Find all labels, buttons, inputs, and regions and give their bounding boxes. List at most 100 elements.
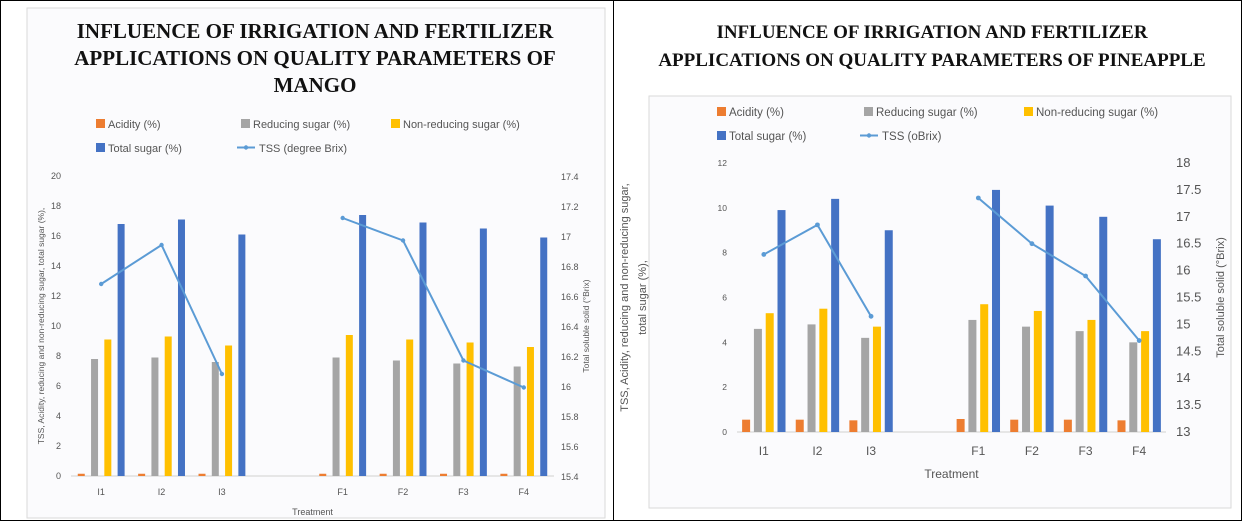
x-tick-label: I2 (812, 444, 822, 458)
tss-point (1136, 338, 1142, 343)
tss-point (400, 238, 406, 243)
mango-chart: INFLUENCE OF IRRIGATION AND FERTILIZER AP… (26, 7, 606, 519)
legend-swatch (1024, 107, 1033, 116)
tss-point (868, 313, 874, 319)
tss-point (340, 215, 345, 221)
y-tick-label: 4 (722, 337, 727, 347)
tss-line (342, 217, 525, 389)
chart-title-line: MANGO (274, 73, 357, 97)
y2-tick-label: 15.6 (561, 442, 579, 452)
legend-label: Non-reducing sugar (%) (1036, 107, 1158, 119)
y2-tick-label: 14 (1176, 370, 1190, 385)
y2-tick-label: 16.5 (1176, 236, 1201, 251)
bar-total-sugar (1099, 216, 1108, 432)
bar-reducing-sugar (1129, 342, 1138, 432)
bar-reducing-sugar (151, 357, 159, 476)
x-tick-label: F2 (1025, 444, 1039, 458)
bar-acidity (956, 418, 965, 432)
bar-total-sugar (238, 234, 246, 476)
y-tick-label: 12 (51, 291, 61, 301)
bar-acidity (849, 420, 858, 432)
legend-marker (243, 145, 249, 150)
bar-non-reducing-sugar (872, 326, 881, 432)
bar-reducing-sugar (91, 359, 99, 476)
y-tick-label: 8 (56, 351, 61, 361)
bar-total-sugar (117, 224, 125, 476)
chart-title-line: APPLICATIONS ON QUALITY PARAMETERS OF (74, 46, 555, 70)
legend-swatch (241, 119, 250, 128)
bar-non-reducing-sugar (1087, 319, 1096, 432)
y2-tick-label: 15 (1176, 316, 1190, 331)
y2-tick-label: 16.8 (561, 262, 579, 272)
x-tick-label: F2 (398, 487, 409, 497)
bar-non-reducing-sugar (164, 336, 172, 476)
y-tick-label: 16 (51, 231, 61, 241)
bar-non-reducing-sugar (466, 342, 474, 476)
bar-total-sugar (479, 228, 487, 476)
x-axis-label: Treatment (924, 467, 979, 481)
tss-point (1029, 241, 1035, 247)
tss-point (975, 195, 981, 201)
tss-point (815, 222, 820, 228)
bar-total-sugar (177, 219, 185, 476)
legend-swatch (864, 107, 873, 116)
bar-reducing-sugar (1022, 326, 1031, 432)
bar-acidity (379, 473, 387, 476)
x-tick-label: I1 (97, 487, 105, 497)
bar-acidity (198, 473, 206, 476)
bar-non-reducing-sugar (406, 339, 414, 476)
y2-tick-label: 13 (1176, 424, 1190, 439)
tss-point (521, 385, 527, 390)
y-tick-label: 4 (56, 411, 61, 421)
legend-swatch (96, 119, 105, 128)
x-tick-label: I3 (218, 487, 226, 497)
bar-reducing-sugar (968, 319, 977, 432)
y2-tick-label: 15.8 (561, 412, 579, 422)
bar-acidity (319, 473, 327, 476)
chart-title-line: APPLICATIONS ON QUALITY PARAMETERS OF PI… (658, 50, 1205, 71)
bar-reducing-sugar (332, 357, 340, 476)
x-tick-label: I2 (158, 487, 166, 497)
y2-tick-label: 16.6 (561, 292, 579, 302)
bar-acidity (742, 419, 751, 432)
y-tick-label: 18 (51, 201, 61, 211)
y-tick-label: 8 (722, 248, 727, 258)
legend-label: Total sugar (%) (729, 131, 807, 143)
x-axis-label: Treatment (292, 507, 333, 517)
bar-non-reducing-sugar (345, 335, 353, 476)
y2-tick-label: 15.5 (1176, 290, 1201, 305)
bar-acidity (795, 419, 804, 432)
y-tick-label: 2 (56, 441, 61, 451)
bar-acidity (138, 473, 146, 476)
bar-non-reducing-sugar (526, 347, 534, 476)
y-tick-label: 14 (51, 261, 61, 271)
y2-tick-label: 17.4 (561, 172, 579, 182)
tss-point (761, 252, 767, 257)
legend-label: TSS (degree Brix) (259, 143, 347, 155)
chart-area (648, 95, 1232, 509)
y-axis-label: total sugar (%), (637, 260, 649, 335)
legend-swatch (717, 131, 726, 140)
bar-total-sugar (540, 237, 548, 476)
bar-non-reducing-sugar (980, 304, 989, 432)
tss-line (977, 197, 1140, 342)
y2-tick-label: 15.4 (561, 472, 579, 482)
chart-title-line: INFLUENCE OF IRRIGATION AND FERTILIZER (716, 22, 1147, 43)
bar-total-sugar (992, 189, 1001, 432)
y2-tick-label: 16 (1176, 263, 1190, 278)
y2-tick-label: 14.5 (1176, 343, 1201, 358)
tss-point (461, 358, 466, 363)
y-tick-label: 0 (722, 427, 727, 437)
bar-total-sugar (419, 222, 427, 476)
y2-axis-label: Total soluble solid (°Brix) (581, 279, 591, 372)
bar-reducing-sugar (453, 363, 461, 476)
legend-marker (866, 133, 872, 138)
legend-label: Acidity (%) (729, 107, 784, 119)
y-axis-label: TSS, Acidity, reducing and non-reducing … (619, 183, 631, 412)
x-tick-label: F3 (458, 487, 469, 497)
bar-reducing-sugar (392, 360, 400, 476)
y-tick-label: 10 (51, 321, 61, 331)
y2-tick-label: 16.4 (561, 322, 579, 332)
legend-label: Reducing sugar (%) (876, 107, 978, 119)
bar-non-reducing-sugar (104, 339, 112, 476)
